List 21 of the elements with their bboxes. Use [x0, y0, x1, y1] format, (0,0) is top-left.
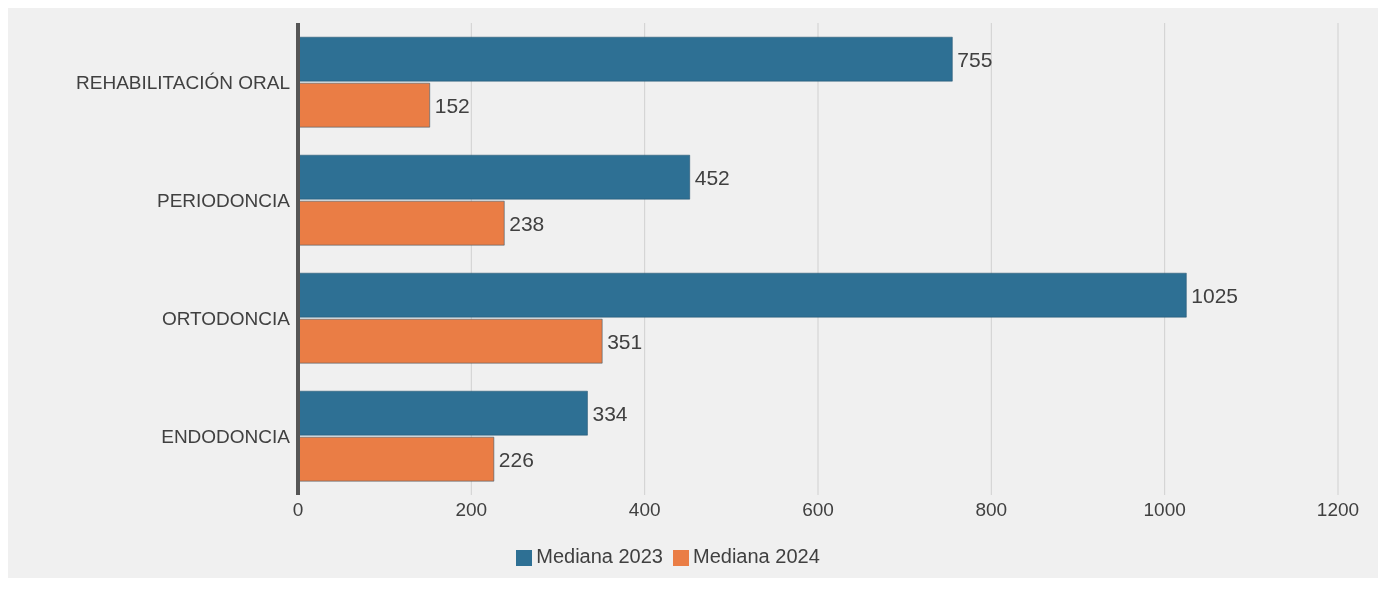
data-label: 452 — [694, 165, 730, 189]
y-tick-label: REHABILITACIÓN ORAL — [76, 71, 290, 93]
x-tick-label: 1200 — [1316, 499, 1360, 521]
data-label: 226 — [498, 447, 534, 471]
data-label: 351 — [607, 329, 643, 353]
data-label: 334 — [592, 401, 628, 425]
data-label: 755 — [957, 47, 993, 71]
x-tick-label: 800 — [975, 499, 1008, 521]
data-label: 238 — [509, 211, 545, 235]
y-tick-label: ORTODONCIA — [161, 307, 291, 329]
x-tick-label: 400 — [628, 499, 661, 521]
x-tick-label: 600 — [802, 499, 834, 521]
legend-label: Mediana 2024 — [693, 545, 820, 567]
x-tick-label: 200 — [455, 499, 488, 521]
data-label: 152 — [434, 93, 470, 117]
x-tick-label: 1000 — [1143, 499, 1186, 521]
y-tick-label: PERIODONCIA — [156, 189, 291, 211]
y-tick-label: ENDODONCIA — [161, 425, 291, 447]
x-tick-label: 0 — [292, 499, 304, 521]
legend-label: Mediana 2023 — [536, 545, 663, 567]
data-label: 1025 — [1191, 283, 1239, 307]
